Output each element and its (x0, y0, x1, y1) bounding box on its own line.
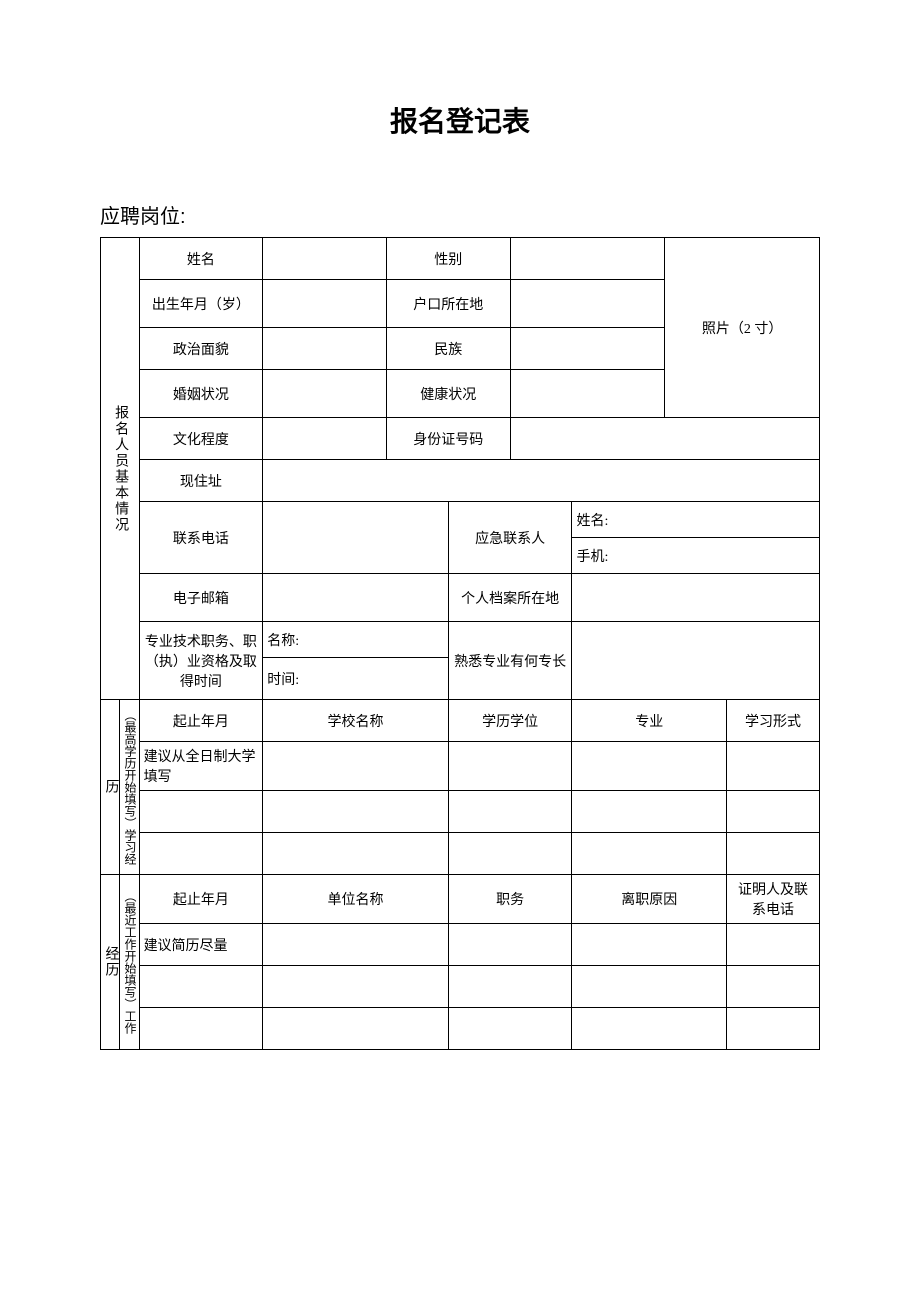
edu-col-mode: 学习形式 (727, 700, 820, 742)
table-cell[interactable] (572, 966, 727, 1008)
edu-col-major: 专业 (572, 700, 727, 742)
value-idnum[interactable] (510, 418, 819, 460)
table-cell[interactable] (727, 791, 820, 833)
table-cell[interactable] (448, 966, 572, 1008)
table-cell[interactable] (727, 924, 820, 966)
table-cell[interactable] (572, 791, 727, 833)
work-col-reason: 离职原因 (572, 875, 727, 924)
table-cell[interactable] (139, 1008, 263, 1050)
label-health: 健康状况 (386, 370, 510, 418)
edu-col-school: 学校名称 (263, 700, 449, 742)
value-education[interactable] (263, 418, 387, 460)
table-cell[interactable] (263, 791, 449, 833)
value-prof-time[interactable]: 时间: (263, 658, 449, 700)
label-gender: 性别 (386, 238, 510, 280)
section-edu-header-note: （最高学历开始填写）学习经 (120, 700, 139, 875)
table-cell[interactable] (727, 833, 820, 875)
value-email[interactable] (263, 574, 449, 622)
label-ethnic: 民族 (386, 328, 510, 370)
label-education: 文化程度 (139, 418, 263, 460)
work-col-reference: 证明人及联系电话 (727, 875, 820, 924)
table-cell[interactable] (263, 924, 449, 966)
table-cell[interactable] (572, 1008, 727, 1050)
label-phone: 联系电话 (139, 502, 263, 574)
value-archive[interactable] (572, 574, 820, 622)
value-emergency-name[interactable]: 姓名: (572, 502, 820, 538)
table-cell[interactable] (727, 966, 820, 1008)
section-basic-header: 报名人员基本情况 (101, 238, 140, 700)
edu-col-period: 起止年月 (139, 700, 263, 742)
position-label: 应聘岗位: (100, 200, 820, 229)
table-cell[interactable] (448, 1008, 572, 1050)
edu-col-degree: 学历学位 (448, 700, 572, 742)
label-hukou: 户口所在地 (386, 280, 510, 328)
section-work-header-main: 经历 (101, 875, 120, 1050)
value-ethnic[interactable] (510, 328, 665, 370)
table-cell[interactable] (727, 742, 820, 791)
work-col-title: 职务 (448, 875, 572, 924)
label-birth: 出生年月（岁） (139, 280, 263, 328)
table-cell[interactable] (448, 791, 572, 833)
table-cell[interactable] (263, 966, 449, 1008)
label-email: 电子邮箱 (139, 574, 263, 622)
label-name: 姓名 (139, 238, 263, 280)
table-cell[interactable] (448, 924, 572, 966)
label-archive: 个人档案所在地 (448, 574, 572, 622)
label-emergency: 应急联系人 (448, 502, 572, 574)
value-emergency-phone[interactable]: 手机: (572, 538, 820, 574)
work-col-period: 起止年月 (139, 875, 263, 924)
label-idnum: 身份证号码 (386, 418, 510, 460)
label-marriage: 婚姻状况 (139, 370, 263, 418)
table-cell[interactable] (572, 833, 727, 875)
table-cell[interactable] (139, 833, 263, 875)
value-political[interactable] (263, 328, 387, 370)
value-prof-name[interactable]: 名称: (263, 622, 449, 658)
work-hint: 建议简历尽量 (139, 924, 263, 966)
value-phone[interactable] (263, 502, 449, 574)
edu-hint: 建议从全日制大学填写 (139, 742, 263, 791)
value-gender[interactable] (510, 238, 665, 280)
table-cell[interactable] (263, 742, 449, 791)
registration-table: 报名人员基本情况 姓名 性别 照片（2 寸） 出生年月（岁） 户口所在地 政治面… (100, 237, 820, 1050)
table-cell[interactable] (448, 742, 572, 791)
table-cell[interactable] (263, 833, 449, 875)
page-title: 报名登记表 (100, 100, 820, 140)
value-birth[interactable] (263, 280, 387, 328)
table-cell[interactable] (572, 742, 727, 791)
value-address[interactable] (263, 460, 820, 502)
label-political: 政治面貌 (139, 328, 263, 370)
label-prof: 专业技术职务、职（执）业资格及取得时间 (139, 622, 263, 700)
value-health[interactable] (510, 370, 665, 418)
table-cell[interactable] (263, 1008, 449, 1050)
value-skill[interactable] (572, 622, 820, 700)
table-cell[interactable] (139, 966, 263, 1008)
value-marriage[interactable] (263, 370, 387, 418)
label-skill: 熟悉专业有何专长 (448, 622, 572, 700)
table-cell[interactable] (448, 833, 572, 875)
section-work-header-note: （最近工作开始填写）工作 (120, 875, 139, 1050)
label-address: 现住址 (139, 460, 263, 502)
table-cell[interactable] (572, 924, 727, 966)
value-hukou[interactable] (510, 280, 665, 328)
table-cell[interactable] (727, 1008, 820, 1050)
work-col-company: 单位名称 (263, 875, 449, 924)
photo-cell[interactable]: 照片（2 寸） (665, 238, 820, 418)
table-cell[interactable] (139, 791, 263, 833)
value-name[interactable] (263, 238, 387, 280)
section-edu-header-main: 历 (101, 700, 120, 875)
